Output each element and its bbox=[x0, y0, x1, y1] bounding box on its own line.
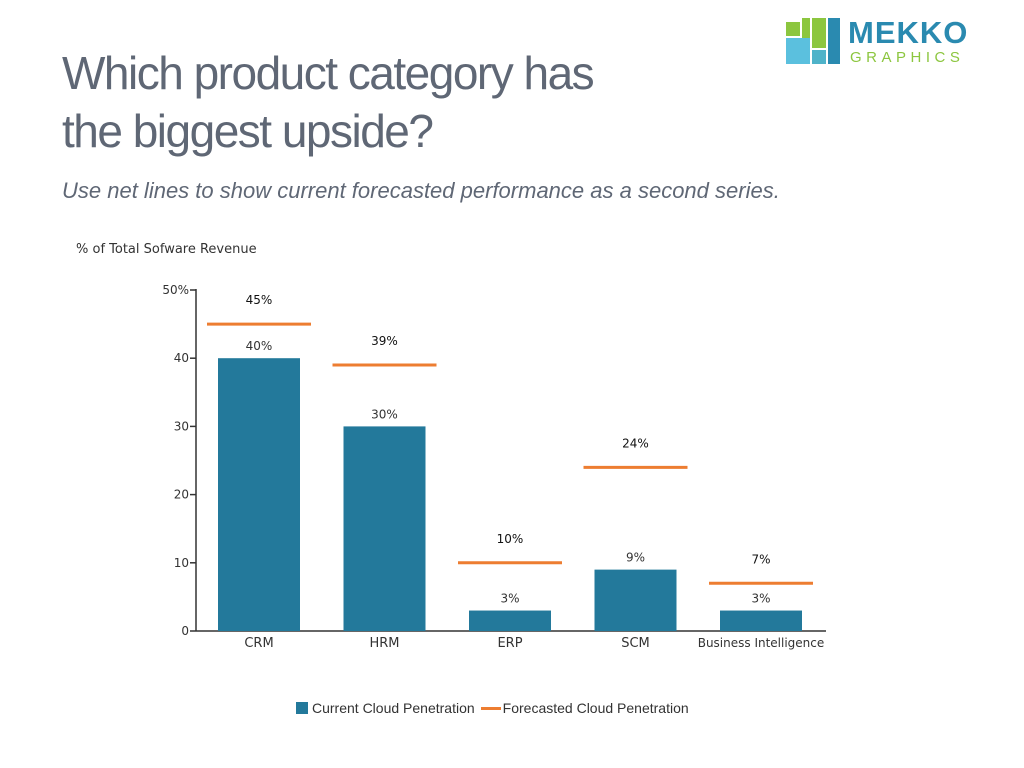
forecast-value-label: 24% bbox=[622, 436, 649, 450]
bar-value-label: 40% bbox=[246, 339, 273, 353]
bar bbox=[343, 426, 426, 631]
forecast-value-label: 45% bbox=[246, 293, 273, 307]
forecast-value-label: 39% bbox=[371, 334, 398, 348]
bar bbox=[218, 358, 300, 631]
logo-word-mekko: MEKKO bbox=[848, 15, 969, 50]
legend-item-current: Current Cloud Penetration bbox=[296, 700, 475, 716]
y-tick-label: 20 bbox=[174, 488, 189, 502]
legend-label-forecast: Forecasted Cloud Penetration bbox=[502, 700, 689, 716]
bar-value-label: 3% bbox=[500, 592, 519, 606]
bar-value-label: 9% bbox=[626, 551, 645, 565]
bar bbox=[469, 610, 551, 631]
title-line-1: Which product category has bbox=[62, 47, 595, 99]
chart-legend: Current Cloud Penetration Forecasted Clo… bbox=[296, 698, 695, 718]
x-tick-label: Business Intelligence bbox=[698, 636, 825, 650]
mekko-graphics-logo: MEKKO GRAPHICS bbox=[786, 15, 998, 66]
y-tick-label: 30 bbox=[174, 419, 189, 433]
y-tick-label: 50% bbox=[162, 283, 189, 297]
legend-item-forecast: Forecasted Cloud Penetration bbox=[480, 700, 689, 716]
forecast-value-label: 7% bbox=[751, 552, 770, 566]
x-tick-label: ERP bbox=[497, 636, 522, 651]
bar-value-label: 30% bbox=[371, 407, 398, 421]
bar bbox=[594, 569, 677, 631]
bar bbox=[720, 610, 802, 631]
x-tick-label: SCM bbox=[621, 636, 650, 651]
y-tick-label: 10 bbox=[174, 556, 189, 570]
y-tick-label: 40 bbox=[174, 351, 189, 365]
page-title: Which product category has the biggest u… bbox=[62, 44, 762, 160]
bar-chart: % of Total Sofware Revenue 0 10 20 30 40 50% 40… bbox=[76, 242, 826, 651]
legend-swatch-line-icon bbox=[480, 706, 501, 710]
forecast-value-label: 10% bbox=[497, 532, 524, 546]
logo-mark-icon bbox=[786, 18, 840, 64]
legend-swatch-bar-icon bbox=[296, 702, 308, 714]
logo-word-graphics: GRAPHICS bbox=[850, 49, 965, 66]
legend-label-current: Current Cloud Penetration bbox=[312, 700, 475, 716]
bar-value-label: 3% bbox=[751, 592, 770, 606]
y-tick-label: 0 bbox=[181, 624, 189, 638]
x-tick-label: HRM bbox=[369, 636, 399, 651]
page-subtitle: Use net lines to show current forecasted… bbox=[62, 178, 780, 203]
y-axis-label: % of Total Sofware Revenue bbox=[76, 242, 257, 257]
title-line-2: the biggest upside? bbox=[62, 105, 434, 157]
x-tick-label: CRM bbox=[244, 636, 273, 651]
